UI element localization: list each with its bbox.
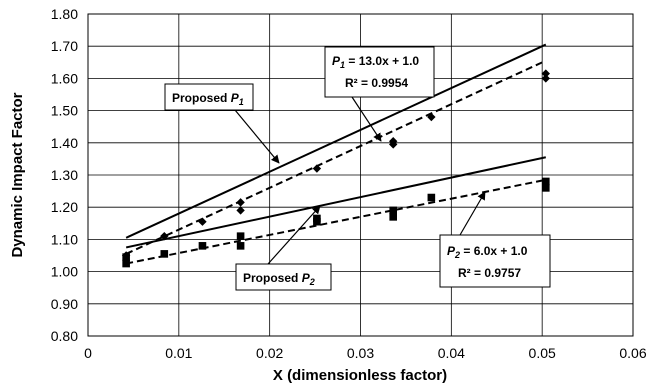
eq-p2-r2: R² = 0.9757 bbox=[458, 266, 521, 280]
y-tick-label: 1.40 bbox=[51, 135, 78, 151]
square-marker bbox=[389, 206, 397, 215]
eq-p2-arrow bbox=[459, 191, 486, 236]
diamond-marker bbox=[236, 206, 245, 215]
y-tick-label: 0.80 bbox=[51, 328, 78, 344]
square-marker bbox=[198, 242, 207, 250]
tick-labels: 0.80 0.90 1.00 1.10 1.20 1.30 1.40 1.50 1.60 1.70… bbox=[51, 6, 647, 361]
square-marker bbox=[389, 213, 397, 221]
diamond-marker bbox=[541, 74, 550, 83]
diamond-marker bbox=[427, 112, 436, 122]
square-marker bbox=[236, 242, 245, 250]
y-tick-label: 1.80 bbox=[51, 6, 78, 22]
y-tick-label: 1.50 bbox=[51, 103, 78, 119]
proposed-p2-box bbox=[235, 263, 332, 291]
square-marker bbox=[542, 177, 550, 186]
square-marker bbox=[160, 250, 169, 258]
proposed-p1-box bbox=[164, 83, 254, 111]
x-tick-label: 0.06 bbox=[619, 345, 646, 361]
diamond-marker bbox=[160, 231, 169, 241]
diamond-marker bbox=[312, 164, 322, 173]
y-tick-label: 1.20 bbox=[51, 199, 78, 215]
square-marker bbox=[122, 259, 130, 268]
x-tick-label: 0.03 bbox=[347, 345, 374, 361]
x-tick-label: 0.04 bbox=[438, 345, 465, 361]
x-tick-label: 0 bbox=[84, 345, 92, 361]
dashed-fit-line bbox=[125, 178, 546, 265]
diamond-marker bbox=[236, 198, 245, 207]
y-axis-title: Dynamic Impact Factor bbox=[9, 92, 26, 257]
x-tick-label: 0.01 bbox=[165, 345, 192, 361]
x-tick-label: 0.05 bbox=[529, 345, 556, 361]
x-axis-title: X (dimensionless factor) bbox=[273, 367, 447, 384]
eq-p2-label: P2 = 6.0x + 1.0 bbox=[447, 244, 528, 260]
proposed-p1-arrow bbox=[234, 109, 280, 164]
y-tick-label: 1.60 bbox=[51, 70, 78, 86]
y-tick-label: 1.00 bbox=[51, 264, 78, 280]
solid-fit-line bbox=[125, 43, 547, 239]
y-tick-label: 0.90 bbox=[51, 296, 78, 312]
square-marker bbox=[542, 184, 550, 192]
data-markers bbox=[121, 69, 550, 268]
square-marker bbox=[122, 253, 130, 261]
proposed-p2-arrow bbox=[267, 205, 321, 265]
y-tick-label: 1.70 bbox=[51, 38, 78, 54]
eq-p1-arrow bbox=[351, 96, 382, 142]
x-tick-label: 0.02 bbox=[256, 345, 283, 361]
proposed-p2-label: Proposed P2 bbox=[243, 271, 315, 287]
eq-p2-box bbox=[439, 234, 551, 288]
eq-p1-box bbox=[324, 46, 435, 98]
solid-fit-line bbox=[125, 156, 547, 249]
square-marker bbox=[427, 193, 436, 202]
diamond-marker bbox=[389, 136, 398, 146]
y-tick-label: 1.30 bbox=[51, 167, 78, 183]
square-marker bbox=[236, 232, 245, 240]
fit-lines bbox=[125, 43, 547, 265]
square-marker bbox=[313, 214, 321, 223]
diamond-marker bbox=[198, 217, 207, 226]
diamond-marker bbox=[541, 69, 550, 78]
y-tick-label: 1.10 bbox=[51, 231, 78, 247]
eq-p1-r2: R² = 0.9954 bbox=[345, 76, 408, 90]
eq-p1-label: P1 = 13.0x + 1.0 bbox=[332, 54, 419, 70]
proposed-p1-label: Proposed P1 bbox=[172, 91, 244, 107]
